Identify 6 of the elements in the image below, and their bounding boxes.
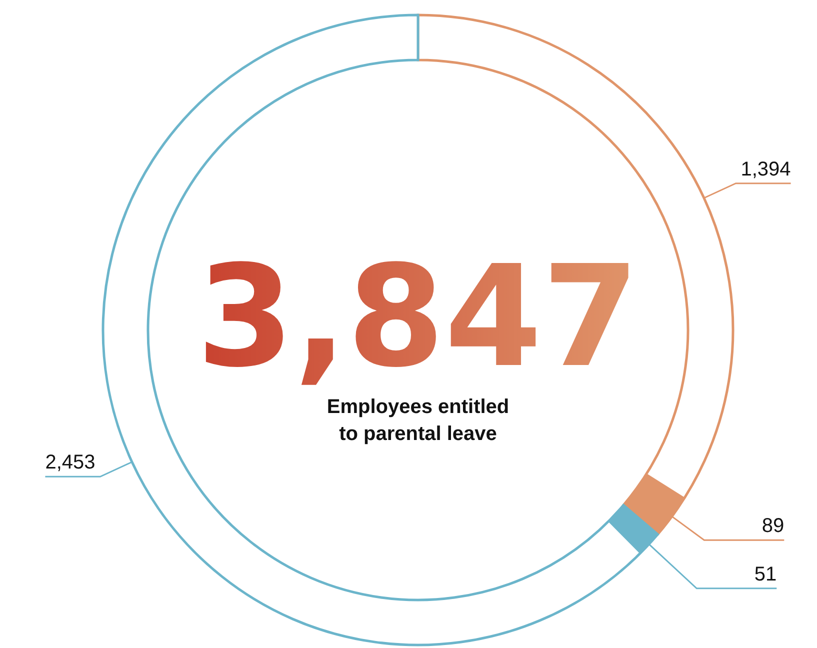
data-label: 2,453 [45,452,96,474]
text: Employees entitled to parental leave [326,396,510,445]
data-label: 1,394 [740,158,791,180]
text: 89 [762,515,784,538]
text: 51 [754,563,777,586]
text: 3,847 [196,236,640,399]
